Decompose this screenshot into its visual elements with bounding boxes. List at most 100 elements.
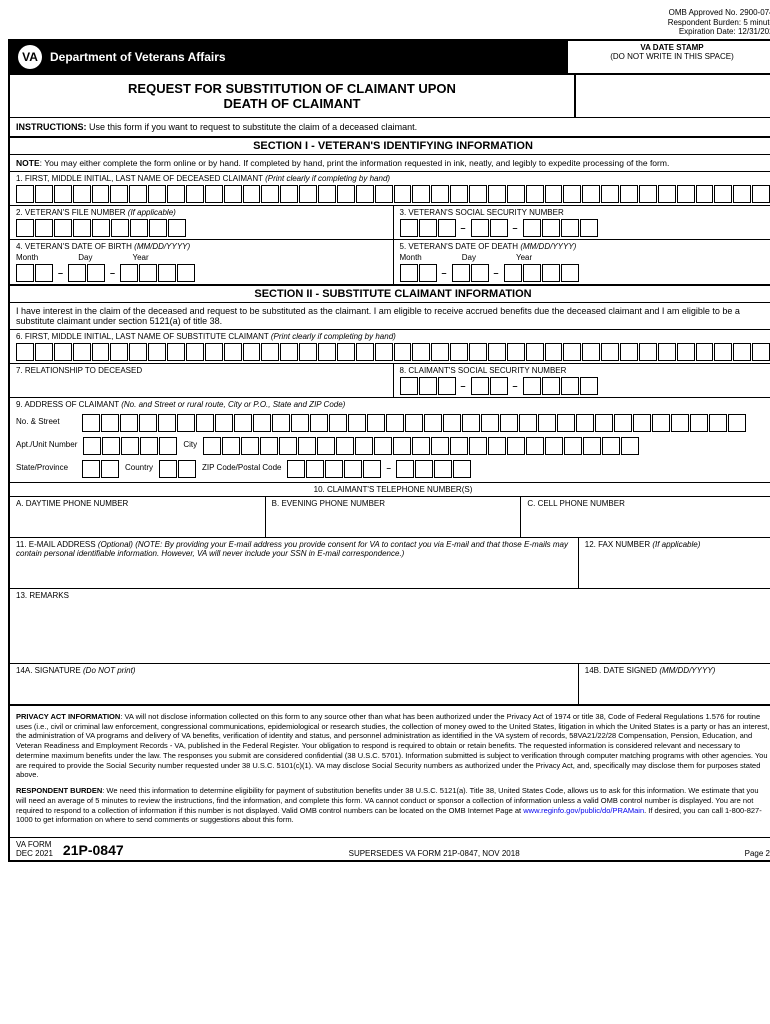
f2-boxes[interactable] [16,219,387,237]
section1-note: NOTE: You may either complete the form o… [10,155,770,172]
city-boxes[interactable] [203,437,639,455]
apt-label: Apt./Unit Number [16,440,77,449]
section2-intro: I have interest in the claim of the dece… [10,303,770,330]
instructions-text: Use this form if you want to request to … [89,122,417,132]
f9-label: 9. ADDRESS OF CLAIMANT [16,400,119,409]
field-1[interactable]: 1. FIRST, MIDDLE INITIAL, LAST NAME OF D… [10,172,770,206]
omb-number: OMB Approved No. 2900-0740 [8,8,770,18]
f14b-label: 14B. DATE SIGNED [585,666,657,675]
f14b-hint: (MM/DD/YYYY) [659,666,715,675]
field-4[interactable]: 4. VETERAN'S DATE OF BIRTH (MM/DD/YYYY) … [10,240,394,284]
respondent-burden: Respondent Burden: 5 minutes [8,18,770,28]
f1-boxes[interactable] [16,185,770,203]
form-container: VA Department of Veterans Affairs VA DAT… [8,39,770,862]
field-11[interactable]: 11. E-MAIL ADDRESS (Optional) (NOTE: By … [10,538,579,588]
f1-label: 1. FIRST, MIDDLE INITIAL, LAST NAME OF D… [16,174,263,183]
form-date: DEC 2021 [16,849,53,858]
f7-label: 7. RELATIONSHIP TO DECEASED [16,366,387,375]
footer-left: VA FORM DEC 2021 [16,840,53,858]
f4-boxes[interactable]: –– [16,264,387,282]
title-row: REQUEST FOR SUBSTITUTION OF CLAIMANT UPO… [10,75,770,118]
burden-title: RESPONDENT BURDEN [16,786,102,795]
f4-year: Year [132,253,148,262]
f5-boxes[interactable]: –– [400,264,770,282]
note-label: NOTE [16,158,40,168]
f6-label: 6. FIRST, MIDDLE INITIAL, LAST NAME OF S… [16,332,269,341]
apt-boxes[interactable] [83,437,177,455]
f9-hint: (No. and Street or rural route, City or … [121,400,345,409]
field-7[interactable]: 7. RELATIONSHIP TO DECEASED [10,364,394,397]
field-9[interactable]: 9. ADDRESS OF CLAIMANT (No. and Street o… [10,398,770,483]
page-number: Page 2 [745,849,770,858]
f2-hint: (If applicable) [128,208,176,217]
section1-header: SECTION I - VETERAN'S IDENTIFYING INFORM… [10,138,770,155]
field-13[interactable]: 13. REMARKS [10,589,770,664]
f10b-label: B. EVENING PHONE NUMBER [272,499,515,508]
state-boxes[interactable] [82,460,119,478]
header-left: VA Department of Veterans Affairs [10,41,566,73]
expiration-date: Expiration Date: 12/31/2024 [8,27,770,37]
instructions-row: INSTRUCTIONS: Use this form if you want … [10,118,770,138]
row-14: 14A. SIGNATURE (Do NOT print) 14B. DATE … [10,664,770,706]
f3-label: 3. VETERAN'S SOCIAL SECURITY NUMBER [400,208,770,217]
field-12[interactable]: 12. FAX NUMBER (If applicable) [579,538,770,588]
f4-day: Day [78,253,92,262]
row-11-12: 11. E-MAIL ADDRESS (Optional) (NOTE: By … [10,538,770,589]
no-street-label: No. & Street [16,417,76,426]
form-title: REQUEST FOR SUBSTITUTION OF CLAIMANT UPO… [10,75,574,117]
phone-row: A. DAYTIME PHONE NUMBER B. EVENING PHONE… [10,497,770,538]
field-14a[interactable]: 14A. SIGNATURE (Do NOT print) [10,664,579,704]
f1-hint: (Print clearly if completing by hand) [265,174,390,183]
privacy-text: : VA will not disclose information colle… [16,712,769,780]
f8-boxes[interactable]: –– [400,377,770,395]
f12-label: 12. FAX NUMBER [585,540,650,549]
f6-hint: (Print clearly if completing by hand) [271,332,396,341]
form-footer: VA FORM DEC 2021 21P-0847 SUPERSEDES VA … [10,837,770,860]
field-14b[interactable]: 14B. DATE SIGNED (MM/DD/YYYY) [579,664,770,704]
f3-boxes[interactable]: –– [400,219,770,237]
field-5[interactable]: 5. VETERAN'S DATE OF DEATH (MM/DD/YYYY) … [394,240,770,284]
field-10a[interactable]: A. DAYTIME PHONE NUMBER [10,497,266,537]
row-7-8: 7. RELATIONSHIP TO DECEASED 8. CLAIMANT'… [10,364,770,398]
f2-label: 2. VETERAN'S FILE NUMBER [16,208,126,217]
f11-opt: (Optional) [98,540,133,549]
title-line1: REQUEST FOR SUBSTITUTION OF CLAIMANT UPO… [16,81,568,96]
va-logo-icon: VA [18,45,42,69]
privacy-title: PRIVACY ACT INFORMATION [16,712,120,721]
f5-label: 5. VETERAN'S DATE OF DEATH [400,242,519,251]
f5-hint: (MM/DD/YYYY) [520,242,576,251]
f5-year: Year [516,253,532,262]
f8-label: 8. CLAIMANT'S SOCIAL SECURITY NUMBER [400,366,770,375]
omb-metadata: OMB Approved No. 2900-0740 Respondent Bu… [8,8,770,37]
field-6[interactable]: 6. FIRST, MIDDLE INITIAL, LAST NAME OF S… [10,330,770,364]
department-name: Department of Veterans Affairs [50,50,226,64]
f6-boxes[interactable] [16,343,770,361]
legal-text: PRIVACY ACT INFORMATION: VA will not dis… [10,706,770,837]
reginfo-link[interactable]: www.reginfo.gov/public/do/PRAMain [523,806,644,815]
f10a-label: A. DAYTIME PHONE NUMBER [16,499,259,508]
form-label: VA FORM [16,840,53,849]
zip-boxes[interactable]: – [287,460,470,478]
country-boxes[interactable] [159,460,196,478]
field-10-header: 10. CLAIMANT'S TELEPHONE NUMBER(S) [10,483,770,497]
street-boxes[interactable] [82,414,746,432]
f11-label: 11. E-MAIL ADDRESS [16,540,96,549]
stamp-subtitle: (DO NOT WRITE IN THIS SPACE) [572,52,770,61]
f5-month: Month [400,253,422,262]
instructions-label: INSTRUCTIONS: [16,122,87,132]
stamp-space [574,75,770,117]
row-4-5: 4. VETERAN'S DATE OF BIRTH (MM/DD/YYYY) … [10,240,770,286]
section2-header: SECTION II - SUBSTITUTE CLAIMANT INFORMA… [10,286,770,303]
form-number: 21P-0847 [63,842,124,858]
f10c-label: C. CELL PHONE NUMBER [527,499,770,508]
f4-hint: (MM/DD/YYYY) [134,242,190,251]
field-2[interactable]: 2. VETERAN'S FILE NUMBER (If applicable) [10,206,394,239]
supersedes: SUPERSEDES VA FORM 21P-0847, NOV 2018 [124,849,745,858]
f4-month: Month [16,253,38,262]
field-3[interactable]: 3. VETERAN'S SOCIAL SECURITY NUMBER –– [394,206,770,239]
row-2-3: 2. VETERAN'S FILE NUMBER (If applicable)… [10,206,770,240]
stamp-title: VA DATE STAMP [572,43,770,52]
field-10c[interactable]: C. CELL PHONE NUMBER [521,497,770,537]
field-10b[interactable]: B. EVENING PHONE NUMBER [266,497,522,537]
field-8[interactable]: 8. CLAIMANT'S SOCIAL SECURITY NUMBER –– [394,364,770,397]
